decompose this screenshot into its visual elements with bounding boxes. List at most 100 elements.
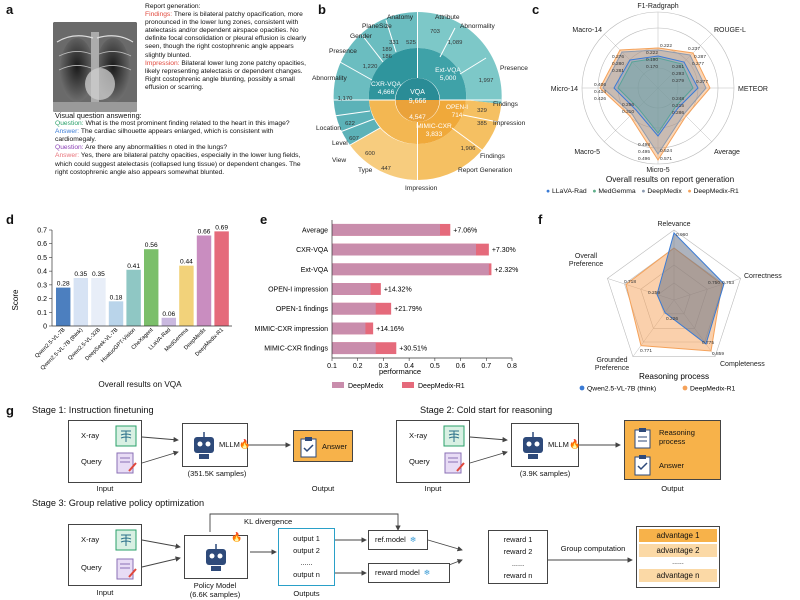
x-axis-label: performance [379, 367, 421, 376]
bar [161, 317, 177, 326]
radar-value: 0.170 [646, 64, 658, 70]
radar-value: 0.215 [672, 103, 684, 109]
bar-value-label: 0.06 [162, 311, 175, 318]
stage1-input-caption: Input [96, 484, 114, 493]
radar-axis-label: Macro-14 [572, 27, 602, 34]
stage2-input-caption: Input [424, 484, 442, 493]
radar-value: 0.280 [612, 61, 624, 67]
query-icon [116, 452, 137, 474]
radar-value: 0.775 [702, 340, 714, 346]
inner-ext-vqa-value: 5,000 [440, 75, 457, 82]
inner-cxr-vqa-value: 4,666 [378, 89, 395, 96]
stage2-input-box: X-ray Query [396, 420, 470, 483]
query-label: Query [81, 563, 102, 572]
sunburst-ring-segment [417, 100, 502, 181]
radar-value: 0.753 [722, 280, 734, 286]
answer-clipboard-icon [634, 455, 651, 476]
sunburst-center-vqa [395, 78, 440, 100]
q2: Question: Are there any abnormalities n … [55, 144, 315, 152]
ring-value: 525 [406, 40, 417, 46]
y-tick-label: 0 [43, 324, 47, 331]
ring-value: 600 [365, 151, 376, 157]
radar-value: 0.222 [646, 50, 658, 56]
radar-value: 0.237 [688, 46, 700, 52]
sunburst-ring-segment [350, 128, 418, 180]
ring-value: 186 [382, 54, 393, 60]
outer-label: Impression [405, 185, 438, 192]
bar-value-label: 0.35 [92, 271, 105, 278]
stage1-answer-box: Answer [293, 430, 353, 462]
query-icon [444, 452, 465, 474]
policy-model-samples: (6.6K samples) [189, 590, 241, 599]
advantage-item: advantage 2 [639, 544, 717, 557]
snowflake-icon: ❄ [409, 535, 417, 544]
outer-label: Plane [362, 23, 379, 30]
radar-value: 0.277 [692, 61, 704, 67]
radar-value: 0.279 [672, 78, 684, 84]
stage1-mllm-box: MLLM 🔥 [182, 423, 250, 467]
x-tick-label: 0.1 [327, 363, 337, 370]
impression-text: Bilateral lower lung zone patchy opaciti… [145, 59, 306, 91]
answer-clipboard-icon [300, 437, 317, 458]
inner-ext-vqa: Ext-VQA [435, 67, 461, 74]
bar-value-label: 0.28 [57, 281, 70, 288]
inner-report-value: 4,547 [409, 114, 426, 121]
kl-divergence-label: KL divergence [242, 517, 295, 526]
gain-label: +7.06% [453, 227, 477, 234]
radar-axis-label: Overall [575, 253, 598, 260]
radar-value: 0.414 [594, 89, 606, 95]
bar-value-label: 0.35 [74, 271, 87, 278]
outputs-caption: Outputs [293, 589, 320, 598]
bar-value-label: 0.56 [145, 242, 158, 249]
legend-medgemma: MedGemma [598, 188, 636, 195]
impression-paragraph: Impression: Bilateral lower lung zone pa… [145, 60, 315, 92]
outer-label: Presence [329, 48, 357, 55]
ring-value: 1,089 [448, 40, 463, 46]
report-chart-title: Overall results on report generation [605, 175, 735, 184]
bar-value-label: 0.66 [198, 228, 211, 235]
stage2-output-box: Reasoning process Answer [624, 420, 721, 480]
outer-label: Impression [493, 120, 526, 127]
radar-value: 0.750 [708, 280, 720, 286]
stage1-output-caption: Output [311, 484, 335, 493]
panel-f-letter: f [538, 212, 543, 227]
query-icon [116, 558, 137, 580]
outer-label: Location [316, 125, 341, 132]
legend-dot-deepmedix-r1 [682, 385, 688, 391]
radar-value: 0.571 [660, 156, 672, 162]
x-tick-label: 0.2 [353, 363, 363, 370]
panel-b-letter: b [318, 2, 326, 17]
robot-icon [194, 432, 214, 459]
category-label: Average [302, 227, 328, 234]
sunburst-ring-segment [417, 47, 467, 100]
category-label: Ext-VQA [301, 267, 329, 274]
report-heading: Report generation: [145, 3, 201, 10]
radar-value: 0.222 [660, 43, 672, 49]
bar-deepmedix [332, 302, 376, 315]
xray-label: X-ray [81, 535, 100, 544]
ring-value: 1,997 [479, 78, 494, 84]
radar-value: 0.281 [612, 68, 624, 74]
outer-label: Size [379, 23, 392, 30]
stage1-input-box: X-ray Query [68, 420, 142, 483]
advantage-item: ...... [672, 559, 684, 566]
bar [108, 301, 124, 326]
outer-label: Findings [480, 153, 506, 160]
output-item: ...... [300, 558, 313, 567]
legend-swatch-deepmedix [332, 382, 344, 388]
y-tick-label: 0.7 [37, 228, 47, 235]
ring-value: 331 [389, 40, 399, 46]
policy-model-box: 🔥 [184, 532, 248, 579]
ring-value: 622 [345, 121, 355, 127]
radar-axis-label: Average [714, 149, 740, 156]
y-tick-label: 0.1 [37, 310, 47, 317]
radar-series-deepmedix-r1 [599, 47, 711, 161]
stage3-input-box: X-ray Query [68, 524, 142, 586]
radar-value: 0.406 [594, 82, 606, 88]
ring-value: 1,220 [363, 64, 378, 70]
reward-item: reward 1 [503, 535, 533, 544]
y-tick-label: 0.5 [37, 255, 47, 262]
x-tick-label: 0.6 [456, 363, 466, 370]
stage1-title: Stage 1: Instruction finetuning [32, 405, 154, 415]
ring-value: 447 [381, 166, 391, 172]
